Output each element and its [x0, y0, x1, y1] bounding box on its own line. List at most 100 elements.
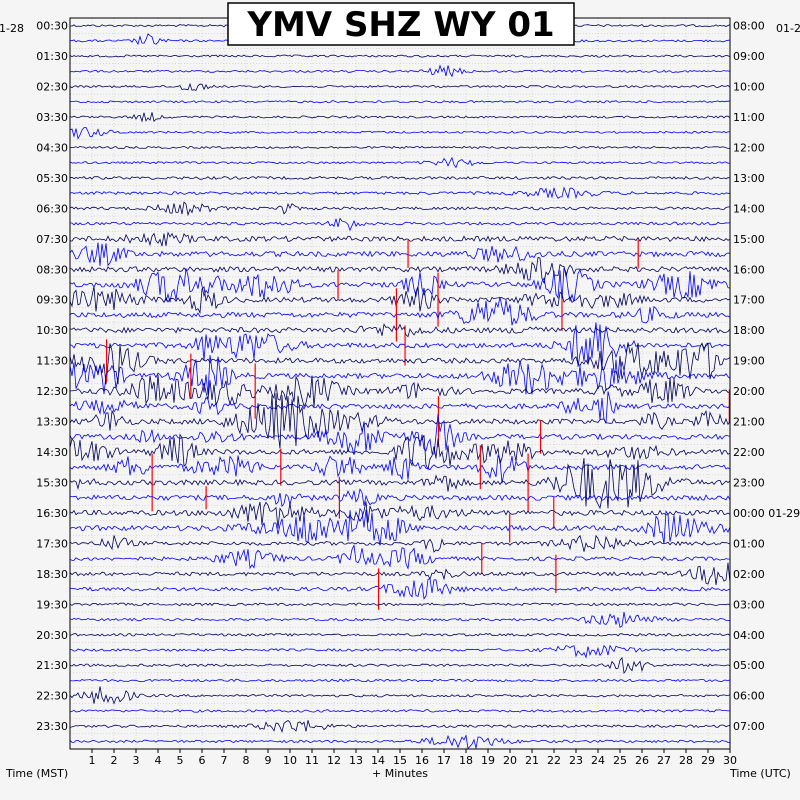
trace-row — [69, 323, 731, 338]
trace-row — [69, 720, 731, 733]
x-tick-label: 5 — [177, 754, 184, 767]
trace-row — [69, 156, 731, 169]
x-tick-label: 4 — [155, 754, 162, 767]
trace-row — [69, 562, 731, 586]
left-time-label: 02:30 — [36, 81, 68, 94]
trace-row — [69, 112, 731, 123]
left-time-label: 07:30 — [36, 233, 68, 246]
right-axis-label: Time (UTC) — [729, 767, 791, 780]
title-box: YMV SHZ WY 01 — [227, 2, 575, 46]
trace-row — [69, 296, 731, 326]
trace-row — [69, 644, 731, 659]
right-time-label: 18:00 — [733, 324, 765, 337]
trace-row — [69, 100, 731, 104]
right-time-label: 09:00 — [733, 50, 765, 63]
x-tick-label: 9 — [265, 754, 272, 767]
chart-title: YMV SHZ WY 01 — [246, 5, 554, 45]
trace-row — [69, 342, 731, 385]
trace-row — [69, 656, 731, 675]
left-time-label: 19:30 — [36, 598, 68, 611]
right-time-label: 21:00 — [733, 416, 765, 429]
x-tick-label: 12 — [327, 754, 341, 767]
trace-row — [69, 501, 731, 529]
right-time-label: 22:00 — [733, 446, 765, 459]
trace-row — [69, 611, 731, 628]
trace-row — [69, 82, 731, 91]
left-time-label: 05:30 — [36, 172, 68, 185]
right-time-label: 19:00 — [733, 355, 765, 368]
grid-layer — [70, 17, 730, 749]
x-tick-label: 18 — [459, 754, 473, 767]
right-time-label: 13:00 — [733, 172, 765, 185]
left-time-label: 17:30 — [36, 537, 68, 550]
trace-row — [69, 64, 731, 78]
left-time-label: 09:30 — [36, 294, 68, 307]
left-time-label: 22:30 — [36, 690, 68, 703]
right-time-label: 10:00 — [733, 81, 765, 94]
right-time-label: 03:00 — [733, 598, 765, 611]
right-time-label: 20:00 — [733, 385, 765, 398]
x-tick-label: 17 — [437, 754, 451, 767]
x-tick-label: 13 — [349, 754, 363, 767]
x-tick-label: 30 — [723, 754, 737, 767]
trace-layer — [69, 18, 731, 750]
trace-row — [69, 175, 731, 180]
trace-row — [69, 242, 731, 267]
x-tick-label: 14 — [371, 754, 385, 767]
trace-row — [69, 54, 731, 58]
trace-row — [69, 285, 731, 315]
left-time-label: 21:30 — [36, 659, 68, 672]
right-time-label: 11:00 — [733, 111, 765, 124]
left-time-label: 11:30 — [36, 355, 68, 368]
trace-row — [69, 577, 731, 600]
trace-row — [70, 488, 731, 508]
trace-row — [69, 127, 731, 140]
left-time-ticks: 00:30 01:30 02:30 03:30 04:30 05:30 06:30 07:30… — [36, 20, 68, 734]
x-tick-label: 11 — [305, 754, 319, 767]
right-date-label: 01-29 — [776, 22, 800, 35]
x-tick-label: 3 — [133, 754, 140, 767]
x-tick-label: 26 — [635, 754, 649, 767]
left-time-label: 00:30 — [36, 20, 68, 33]
trace-row — [69, 709, 730, 713]
x-tick-label: 7 — [221, 754, 228, 767]
trace-row — [69, 678, 731, 683]
x-tick-label: 16 — [415, 754, 429, 767]
x-axis-label: + Minutes — [372, 767, 428, 780]
x-tick-label: 23 — [569, 754, 583, 767]
trace-row — [69, 256, 731, 285]
right-time-label: 07:00 — [733, 720, 765, 733]
trace-row — [69, 201, 731, 217]
right-time-label: 04:00 — [733, 629, 765, 642]
left-time-label: 08:30 — [36, 263, 68, 276]
left-time-label: 13:30 — [36, 416, 68, 429]
right-time-label: 17:00 — [733, 294, 765, 307]
x-tick-label: 27 — [657, 754, 671, 767]
trace-row — [69, 217, 731, 232]
left-time-label: 12:30 — [36, 385, 68, 398]
trace-row — [69, 186, 730, 200]
trace-row — [69, 534, 731, 553]
right-time-label: 05:00 — [733, 659, 765, 672]
left-time-label: 23:30 — [36, 720, 68, 733]
x-tick-label: 24 — [591, 754, 605, 767]
left-time-label: 15:30 — [36, 476, 68, 489]
x-tick-label: 28 — [679, 754, 693, 767]
trace-row — [69, 393, 731, 449]
trace-row — [69, 507, 731, 546]
trace-row — [69, 458, 731, 510]
right-time-label: 06:00 — [733, 690, 765, 703]
right-time-label: 12:00 — [733, 141, 765, 154]
x-tick-label: 25 — [613, 754, 627, 767]
x-tick-label: 8 — [243, 754, 250, 767]
right-time-label: 23:00 — [733, 476, 765, 489]
trace-row — [69, 734, 730, 750]
right-time-label: 16:00 — [733, 263, 765, 276]
x-tick-label: 29 — [701, 754, 715, 767]
left-time-label: 10:30 — [36, 324, 68, 337]
x-tick-label: 21 — [525, 754, 539, 767]
right-time-ticks: 08:00 09:00 10:00 11:00 12:00 13:00 14:00 15:00… — [733, 20, 800, 734]
trace-row — [69, 322, 731, 367]
trace-row — [70, 374, 731, 408]
x-ticks: 1 2 3 4 5 6 7 8 9 10 11 12 13 14 15 16 17 18 19 20 21 22 23 24 2… — [89, 749, 737, 767]
